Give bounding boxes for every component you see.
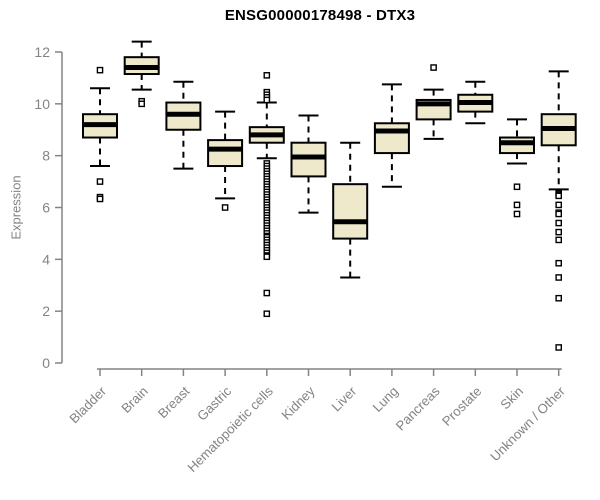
y-tick-label-0: 0: [42, 355, 50, 371]
outlier-hematopoietic-cells: [263, 253, 271, 261]
box-kidney: [290, 141, 327, 178]
outlier-hematopoietic-cells: [263, 72, 271, 79]
outlier-unknown-other: [555, 259, 562, 267]
outlier-unknown-other: [555, 210, 562, 218]
chart-title: ENSG00000178498 - DTX3: [224, 7, 416, 24]
x-category-label-prostate: Prostate: [439, 384, 484, 429]
x-category-label-bladder: Bladder: [66, 383, 109, 426]
x-category-label-gastric: Gastric: [194, 383, 234, 423]
outlier-hematopoietic-cells: [263, 289, 271, 297]
y-tick-label-8: 8: [42, 148, 50, 164]
y-tick-label-2: 2: [42, 303, 50, 319]
outlier-skin: [513, 183, 521, 191]
outlier-skin: [513, 201, 521, 209]
outlier-hematopoietic-cells: [263, 96, 271, 104]
x-category-label-brain: Brain: [118, 384, 150, 416]
outlier-unknown-other: [555, 236, 562, 244]
outlier-unknown-other: [555, 344, 562, 351]
outlier-pancreas: [430, 64, 437, 71]
box-skin: [499, 136, 535, 155]
box-lung: [373, 122, 410, 155]
x-category-label-liver: Liver: [328, 383, 359, 414]
y-tick-label-12: 12: [34, 44, 50, 60]
outlier-bladder: [96, 195, 104, 203]
outlier-unknown-other: [555, 201, 562, 209]
box-liver: [332, 183, 369, 240]
x-category-label-skin: Skin: [497, 384, 526, 413]
y-tick-label-10: 10: [34, 96, 50, 112]
outlier-unknown-other: [555, 274, 562, 281]
outlier-unknown-other: [555, 228, 562, 236]
x-category-label-pancreas: Pancreas: [393, 383, 443, 433]
outlier-unknown-other: [555, 219, 562, 227]
outlier-skin: [513, 210, 521, 218]
outlier-bladder: [96, 66, 104, 74]
outlier-bladder: [96, 178, 104, 185]
x-category-label-lung: Lung: [370, 384, 401, 415]
outlier-unknown-other: [555, 192, 562, 200]
box-gastric: [207, 139, 244, 168]
outlier-gastric: [221, 204, 229, 211]
outlier-brain: [138, 100, 146, 108]
x-category-label-unknown-other: Unknown / Other: [487, 383, 568, 464]
outlier-hematopoietic-cells: [263, 310, 271, 318]
y-tick-label-4: 4: [42, 251, 50, 267]
x-category-label-kidney: Kidney: [278, 383, 317, 422]
y-tick-label-6: 6: [42, 199, 50, 215]
outlier-unknown-other: [555, 294, 562, 302]
x-category-label-breast: Breast: [155, 383, 193, 421]
